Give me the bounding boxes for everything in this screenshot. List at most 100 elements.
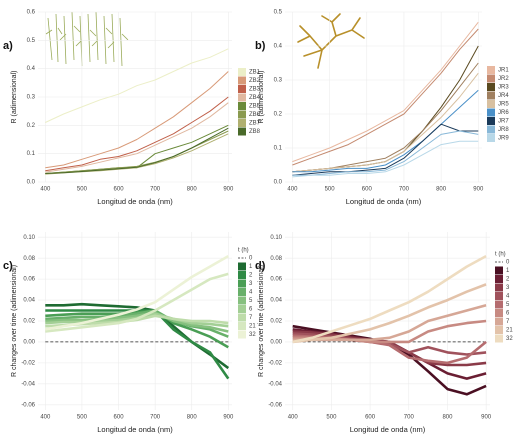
x-tick-label: 800: [436, 187, 447, 193]
x-tick-label: 400: [40, 187, 51, 193]
x-tick-label: 600: [114, 187, 125, 193]
legend-label: JR8: [498, 127, 509, 133]
x-tick-label: 400: [40, 415, 51, 421]
series-line: [292, 141, 478, 177]
legend-label: 3: [506, 285, 510, 291]
seaweed-illustration-a: [46, 12, 128, 66]
x-tick-label: 700: [150, 415, 161, 421]
legend-label: 2: [249, 273, 253, 279]
x-tick-label: 500: [326, 415, 337, 421]
legend-title: t (h): [495, 252, 506, 258]
x-tick-label: 600: [365, 415, 376, 421]
y-tick-label: 0.6: [27, 10, 36, 16]
legend-swatch: [238, 94, 246, 102]
x-tick-label: 600: [114, 415, 125, 421]
legend-label: JR3: [498, 85, 509, 91]
y-tick-label: 0.02: [23, 319, 35, 325]
legend-swatch: [238, 305, 246, 313]
legend-swatch: [495, 267, 503, 275]
legend-label: 1: [506, 268, 510, 274]
y-tick-label: 0.2: [27, 123, 36, 129]
legend-label: 4: [506, 294, 510, 300]
legend-swatch: [487, 66, 495, 74]
legend-swatch: [495, 318, 503, 326]
y-tick-label: -0.04: [21, 381, 35, 387]
y-tick-label: 0.0: [27, 180, 36, 186]
y-axis-label: R (adimensional): [11, 71, 18, 124]
legend-swatch: [238, 297, 246, 305]
legend-swatch: [238, 314, 246, 322]
legend-swatch: [238, 263, 246, 271]
series-line: [45, 49, 228, 123]
legend-swatch: [495, 309, 503, 317]
legend-label: 6: [506, 311, 510, 317]
seaweed-illustration-b: [298, 14, 364, 68]
legend-label: 7: [506, 319, 510, 325]
legend-label: JR7: [498, 119, 509, 125]
legend-swatch: [238, 128, 246, 136]
y-axis-label: R changes over time (adimensional): [11, 265, 18, 377]
y-tick-label: -0.06: [268, 402, 282, 408]
x-axis-label: Longitud de onda (nm): [350, 425, 426, 434]
legend-swatch: [238, 331, 246, 339]
legend-swatch: [495, 275, 503, 283]
legend-label: 21: [506, 328, 513, 334]
legend-title: t (h): [238, 248, 249, 254]
series-line: [292, 73, 478, 172]
legend-swatch: [238, 271, 246, 279]
y-tick-label: 0.04: [23, 298, 35, 304]
y-tick-label: 0.10: [23, 235, 35, 241]
y-tick-label: 0.08: [270, 256, 282, 262]
series-line: [292, 46, 478, 172]
legend-label: 2: [506, 277, 510, 283]
x-tick-label: 900: [223, 415, 234, 421]
legend-swatch: [238, 322, 246, 330]
x-tick-label: 900: [473, 187, 484, 193]
series-line: [45, 97, 228, 171]
x-axis-label: Longitud de onda (nm): [346, 197, 422, 206]
x-tick-label: 600: [362, 187, 373, 193]
y-tick-label: 0.00: [270, 340, 282, 346]
y-tick-label: 0.5: [274, 10, 283, 16]
legend-swatch: [238, 85, 246, 93]
legend-swatch: [487, 75, 495, 83]
legend-label: 0: [506, 260, 510, 266]
legend-swatch: [495, 301, 503, 309]
x-tick-label: 700: [404, 415, 415, 421]
y-tick-label: 0.08: [23, 256, 35, 262]
y-tick-label: 0.4: [27, 66, 36, 72]
y-tick-label: 0.06: [23, 277, 35, 283]
legend-swatch: [238, 111, 246, 119]
series-line: [292, 29, 478, 165]
legend-swatch: [238, 119, 246, 127]
legend-swatch: [487, 134, 495, 142]
legend-swatch: [487, 100, 495, 108]
legend-swatch: [487, 109, 495, 117]
series-line: [292, 22, 478, 161]
series-line: [292, 90, 478, 172]
x-tick-label: 900: [481, 415, 492, 421]
legend-label: JR1: [498, 68, 509, 74]
series-line: [292, 124, 478, 175]
legend-label: JR2: [498, 76, 509, 82]
panel-label: b): [255, 40, 266, 52]
y-tick-label: -0.02: [21, 360, 35, 366]
y-tick-label: 0.5: [27, 38, 36, 44]
legend-label: 4: [249, 290, 253, 296]
y-tick-label: 0.10: [270, 235, 282, 241]
y-tick-label: 0.02: [270, 319, 282, 325]
y-tick-label: 0.04: [270, 298, 282, 304]
legend-swatch: [238, 280, 246, 288]
x-tick-label: 800: [187, 187, 198, 193]
x-tick-label: 700: [399, 187, 410, 193]
legend-label: 5: [506, 302, 510, 308]
legend-swatch: [495, 284, 503, 292]
series-line: [293, 256, 486, 342]
x-axis-label: Longitud de onda (nm): [97, 197, 173, 206]
y-tick-label: 0.00: [23, 340, 35, 346]
x-tick-label: 500: [77, 187, 88, 193]
y-tick-label: 0.3: [27, 95, 36, 101]
legend-swatch: [238, 68, 246, 76]
legend-swatch: [238, 102, 246, 110]
x-tick-label: 800: [442, 415, 453, 421]
